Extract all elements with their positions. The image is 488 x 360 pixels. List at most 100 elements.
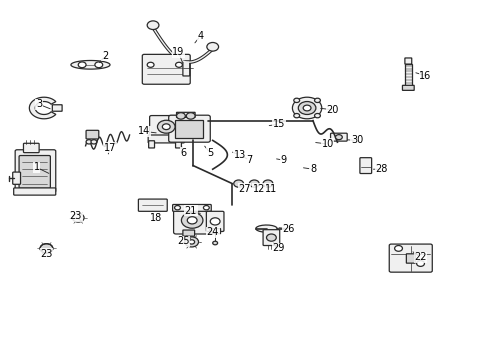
FancyBboxPatch shape: [173, 207, 210, 234]
FancyBboxPatch shape: [148, 141, 154, 148]
Polygon shape: [71, 60, 110, 69]
Circle shape: [187, 217, 197, 224]
Circle shape: [210, 218, 220, 225]
Text: 5: 5: [207, 148, 213, 158]
FancyBboxPatch shape: [404, 58, 411, 64]
Text: 25: 25: [177, 236, 189, 246]
Text: 27: 27: [238, 184, 250, 194]
Circle shape: [95, 62, 102, 68]
Text: 9: 9: [280, 155, 286, 165]
FancyBboxPatch shape: [19, 156, 50, 188]
Bar: [175, 120, 203, 138]
Text: 15: 15: [272, 119, 285, 129]
Circle shape: [86, 140, 92, 144]
Text: 4: 4: [197, 31, 203, 41]
Text: 19: 19: [172, 47, 184, 57]
FancyBboxPatch shape: [209, 229, 220, 234]
Circle shape: [174, 206, 180, 210]
FancyBboxPatch shape: [183, 61, 189, 76]
Text: 17: 17: [103, 143, 116, 153]
FancyBboxPatch shape: [148, 135, 184, 143]
Text: 18: 18: [150, 213, 163, 223]
FancyBboxPatch shape: [138, 199, 167, 211]
Text: 23: 23: [69, 211, 82, 221]
Circle shape: [293, 113, 299, 118]
Circle shape: [78, 62, 86, 68]
Circle shape: [416, 261, 424, 266]
Circle shape: [186, 113, 195, 119]
Circle shape: [292, 97, 321, 119]
Text: 28: 28: [374, 164, 387, 174]
Circle shape: [303, 105, 310, 111]
Circle shape: [72, 213, 84, 222]
Circle shape: [298, 102, 315, 114]
Circle shape: [40, 244, 53, 253]
Circle shape: [91, 140, 97, 144]
FancyBboxPatch shape: [184, 124, 195, 132]
FancyBboxPatch shape: [13, 172, 20, 184]
Circle shape: [293, 98, 299, 103]
Circle shape: [184, 237, 198, 247]
Circle shape: [335, 135, 342, 140]
FancyBboxPatch shape: [402, 85, 413, 90]
Text: 20: 20: [325, 105, 338, 115]
FancyBboxPatch shape: [142, 54, 190, 84]
Text: 26: 26: [282, 224, 294, 234]
Text: 2: 2: [102, 51, 108, 61]
Text: 8: 8: [309, 164, 315, 174]
Circle shape: [176, 113, 185, 119]
Polygon shape: [255, 225, 277, 232]
Circle shape: [314, 113, 320, 118]
Circle shape: [203, 206, 209, 210]
Circle shape: [314, 98, 320, 103]
FancyBboxPatch shape: [14, 188, 56, 195]
Text: 16: 16: [418, 71, 431, 81]
Text: 10: 10: [321, 139, 333, 149]
FancyBboxPatch shape: [52, 105, 62, 111]
Polygon shape: [29, 97, 56, 119]
Circle shape: [157, 120, 175, 133]
Text: 22: 22: [413, 252, 426, 262]
Circle shape: [188, 240, 194, 244]
FancyBboxPatch shape: [176, 112, 195, 117]
FancyBboxPatch shape: [175, 141, 181, 148]
Circle shape: [266, 234, 276, 241]
Circle shape: [175, 62, 182, 67]
FancyBboxPatch shape: [149, 116, 183, 138]
Text: 3: 3: [36, 99, 42, 109]
Text: 23: 23: [40, 249, 53, 259]
Circle shape: [206, 42, 218, 51]
Text: 6: 6: [180, 148, 186, 158]
Text: 24: 24: [206, 227, 219, 237]
FancyBboxPatch shape: [263, 230, 279, 246]
Circle shape: [249, 180, 259, 187]
Circle shape: [181, 212, 203, 228]
FancyBboxPatch shape: [330, 133, 346, 141]
Text: 30: 30: [350, 135, 363, 145]
Bar: [404, 64, 411, 88]
Circle shape: [263, 180, 272, 187]
FancyBboxPatch shape: [206, 211, 224, 231]
Circle shape: [147, 62, 154, 67]
FancyBboxPatch shape: [23, 143, 39, 153]
FancyBboxPatch shape: [359, 158, 371, 174]
FancyBboxPatch shape: [168, 115, 210, 142]
FancyBboxPatch shape: [183, 230, 194, 236]
FancyBboxPatch shape: [86, 130, 99, 139]
FancyBboxPatch shape: [388, 244, 431, 272]
FancyBboxPatch shape: [406, 254, 414, 263]
Text: 13: 13: [233, 150, 245, 160]
Circle shape: [147, 21, 159, 30]
Circle shape: [233, 180, 243, 187]
Circle shape: [394, 246, 402, 251]
FancyBboxPatch shape: [15, 150, 56, 192]
Text: 7: 7: [246, 155, 252, 165]
Text: 29: 29: [272, 243, 285, 253]
Text: 21: 21: [184, 206, 197, 216]
Text: 11: 11: [264, 184, 277, 194]
Circle shape: [162, 124, 170, 130]
Text: 1: 1: [34, 162, 40, 172]
Text: 12: 12: [252, 184, 265, 194]
Circle shape: [212, 241, 217, 245]
FancyBboxPatch shape: [172, 204, 211, 211]
